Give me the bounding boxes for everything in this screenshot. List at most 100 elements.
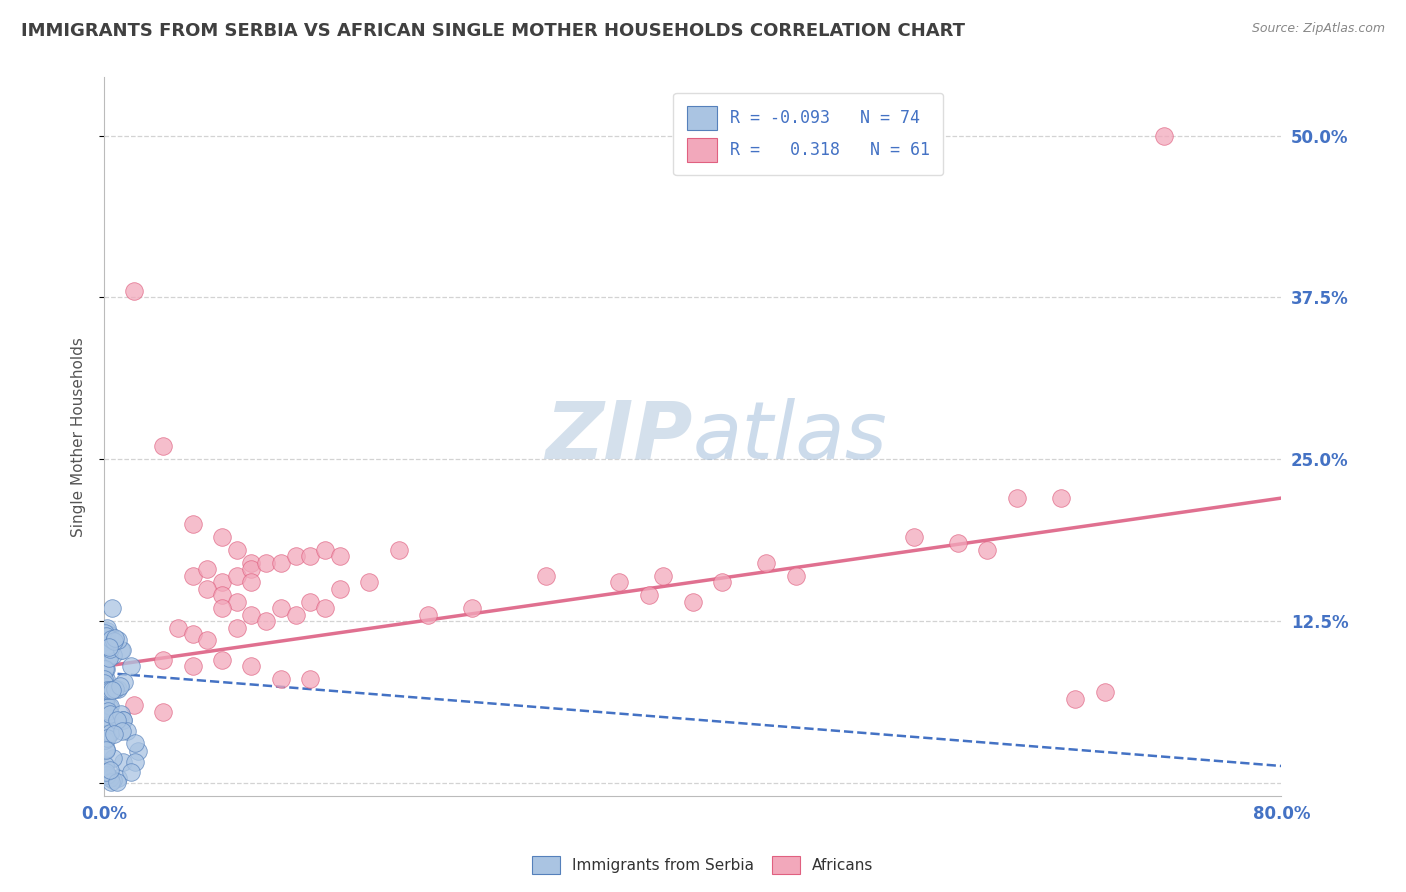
Point [101,683,124,698]
Point [637,588,659,602]
Point [329,582,352,596]
Point [111,713,134,727]
Point [98,641,121,656]
Point [167,620,190,634]
Point [107,681,129,696]
Point [181,516,204,531]
Point [240,562,263,576]
Text: IMMIGRANTS FROM SERBIA VS AFRICAN SINGLE MOTHER HOUSEHOLDS CORRELATION CHART: IMMIGRANTS FROM SERBIA VS AFRICAN SINGLE… [21,22,965,40]
Point [101,772,124,787]
Point [93,673,115,687]
Point [211,653,233,667]
Point [299,549,322,564]
Point [96,768,118,782]
Point [98,763,121,777]
Point [1094,685,1116,699]
Point [97,718,120,732]
Point [122,284,145,298]
Point [93,683,115,698]
Point [652,568,675,582]
Point [534,568,557,582]
Point [96,672,118,686]
Point [195,562,218,576]
Point [254,614,277,628]
Point [270,601,292,615]
Point [387,542,409,557]
Point [94,743,117,757]
Point [94,629,117,643]
Point [104,681,127,696]
Point [96,731,118,745]
Point [98,699,121,714]
Point [1153,128,1175,143]
Point [225,542,247,557]
Point [225,594,247,608]
Point [97,648,120,663]
Point [120,765,142,780]
Point [96,624,118,638]
Point [93,694,115,708]
Point [110,706,132,721]
Point [98,725,121,739]
Point [1005,491,1028,505]
Point [94,626,117,640]
Point [97,640,120,654]
Point [270,673,292,687]
Point [152,705,174,719]
Point [108,679,131,693]
Point [976,542,998,557]
Point [284,549,307,564]
Y-axis label: Single Mother Households: Single Mother Households [72,336,86,536]
Point [96,683,118,698]
Point [105,774,128,789]
Point [461,601,484,615]
Point [314,542,336,557]
Point [181,659,204,673]
Text: ZIP: ZIP [546,398,693,475]
Point [94,662,117,676]
Legend: R = -0.093   N = 74, R =   0.318   N = 61: R = -0.093 N = 74, R = 0.318 N = 61 [673,93,943,175]
Point [240,659,263,673]
Point [96,621,118,635]
Point [211,601,233,615]
Point [1064,691,1087,706]
Point [211,588,233,602]
Point [111,713,134,727]
Point [94,757,117,772]
Point [124,736,146,750]
Point [211,575,233,590]
Point [96,710,118,724]
Point [96,706,118,720]
Point [98,682,121,697]
Text: atlas: atlas [693,398,887,475]
Point [93,676,115,690]
Point [93,695,115,709]
Point [100,725,122,739]
Point [96,764,118,779]
Point [299,594,322,608]
Point [98,651,121,665]
Point [270,556,292,570]
Point [110,643,132,657]
Point [329,549,352,564]
Point [903,530,925,544]
Point [284,607,307,622]
Point [93,633,115,648]
Point [785,568,807,582]
Point [98,700,121,714]
Point [254,556,277,570]
Point [127,744,149,758]
Point [225,620,247,634]
Point [103,727,125,741]
Point [100,601,122,615]
Point [105,713,128,727]
Point [104,632,127,646]
Point [111,723,134,738]
Point [94,693,117,707]
Point [755,556,778,570]
Point [96,662,118,676]
Point [97,638,120,652]
Point [359,575,381,590]
Point [98,628,121,642]
Point [96,741,118,756]
